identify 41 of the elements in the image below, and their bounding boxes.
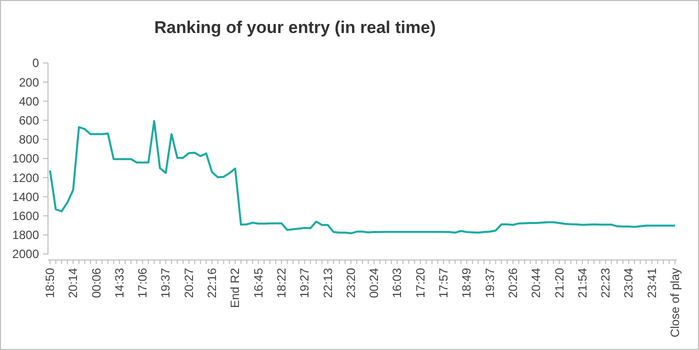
- y-tick-label: 1600: [12, 209, 40, 223]
- x-tick-label: 19:27: [298, 268, 312, 298]
- x-tick-label: 20:14: [66, 268, 80, 298]
- x-tick-label: 23:20: [344, 268, 358, 298]
- x-tick-label: 21:54: [575, 268, 590, 298]
- y-tick-label: 2000: [12, 247, 40, 262]
- chart-title: Ranking of your entry (in real time): [154, 18, 436, 37]
- x-tick-label: 17:20: [413, 268, 428, 298]
- x-tick-label: 19:37: [482, 268, 497, 298]
- x-tick-label: 20:26: [506, 268, 520, 298]
- x-tick-label: 18:50: [43, 268, 57, 298]
- x-tick-label: 23:41: [644, 268, 659, 298]
- x-tick-label: 14:33: [112, 268, 126, 298]
- y-tick-label: 1800: [12, 228, 40, 242]
- line-series: [49, 120, 676, 234]
- x-tick-label: 18:22: [274, 268, 288, 298]
- x-tick-label: 19:37: [158, 268, 173, 298]
- y-tick-label: 400: [18, 94, 40, 108]
- x-tick-label: 22:23: [598, 268, 613, 298]
- y-tick-label: 0: [32, 56, 40, 70]
- x-tick-label: 00:24: [367, 268, 382, 298]
- x-tick-label: 23:04: [622, 268, 636, 298]
- x-tick-label: Close of play: [668, 268, 682, 338]
- x-tick-label: 00:06: [89, 268, 104, 298]
- x-tick-label: 22:13: [320, 268, 335, 298]
- y-tick-label: 1000: [12, 152, 40, 166]
- x-tick-label: 18:49: [460, 268, 474, 298]
- y-tick-label: 800: [18, 132, 40, 147]
- x-tick-label: End R2: [228, 268, 242, 308]
- x-tick-label: 16:45: [251, 268, 266, 298]
- x-tick-label: 20:27: [182, 268, 196, 298]
- y-tick-label: 600: [18, 114, 40, 128]
- y-tick-label: 1200: [12, 170, 40, 185]
- x-tick-label: 20:44: [529, 268, 544, 298]
- x-tick-label: 21:20: [552, 268, 566, 298]
- y-tick-label: 1400: [12, 190, 40, 204]
- y-tick-label: 200: [18, 75, 40, 90]
- x-tick-label: 17:57: [436, 268, 451, 298]
- x-tick-label: 22:16: [205, 268, 220, 298]
- x-tick-label: 16:03: [390, 268, 404, 298]
- x-tick-label: 17:06: [136, 268, 150, 298]
